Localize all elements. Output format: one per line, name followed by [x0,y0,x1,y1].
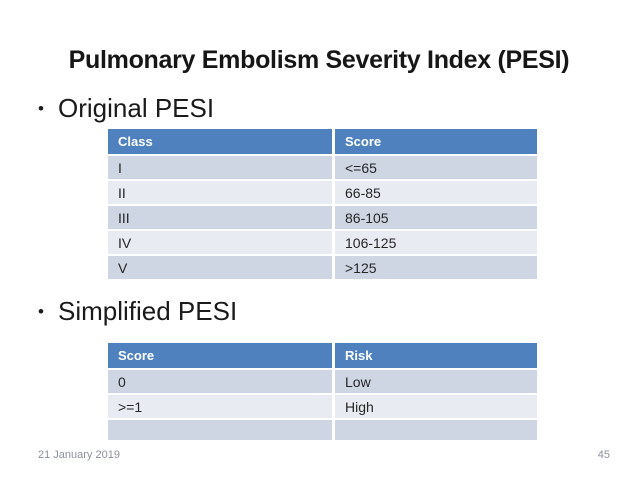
table-cell-score: >=1 [108,395,335,420]
table-row: IV 106-125 [108,231,537,256]
bullet-icon: • [38,98,44,118]
table-cell-risk [335,420,537,440]
table-cell-risk: Low [335,370,537,395]
table-row: 0 Low [108,370,537,395]
table-cell-score: <=65 [335,156,537,181]
table-row: II 66-85 [108,181,537,206]
table-row: V >125 [108,256,537,281]
table-cell-score: 106-125 [335,231,537,256]
table-header-row: Class Score [108,129,537,156]
footer-page-number: 45 [597,449,610,461]
footer-date: 21 January 2019 [38,449,120,461]
table-row: III 86-105 [108,206,537,231]
simplified-pesi-table: Score Risk 0 Low >=1 High [108,343,537,440]
column-header-class: Class [108,129,335,156]
slide-title: Pulmonary Embolism Severity Index (PESI) [68,46,570,74]
table-cell-score: 66-85 [335,181,537,206]
bullet-icon: • [38,301,44,321]
table-cell-score [108,420,335,440]
table-cell-class: II [108,181,335,206]
bullet-item-original-pesi: • Original PESI [38,93,215,123]
table-cell-risk: High [335,395,537,420]
bullet-item-simplified-pesi: • Simplified PESI [38,296,238,326]
column-header-score: Score [108,343,335,370]
table-row: >=1 High [108,395,537,420]
column-header-score: Score [335,129,537,156]
bullet-label-original-pesi: Original PESI [58,93,215,123]
table-header-row: Score Risk [108,343,537,370]
table-row-empty [108,420,537,440]
table-cell-class: IV [108,231,335,256]
column-header-risk: Risk [335,343,537,370]
table-cell-score: 0 [108,370,335,395]
table-cell-class: III [108,206,335,231]
bullet-label-simplified-pesi: Simplified PESI [58,296,238,326]
table-cell-score: 86-105 [335,206,537,231]
original-pesi-table: Class Score I <=65 II 66-85 III 86-105 I… [108,129,537,281]
table-cell-class: I [108,156,335,181]
table-cell-score: >125 [335,256,537,281]
table-cell-class: V [108,256,335,281]
table-row: I <=65 [108,156,537,181]
